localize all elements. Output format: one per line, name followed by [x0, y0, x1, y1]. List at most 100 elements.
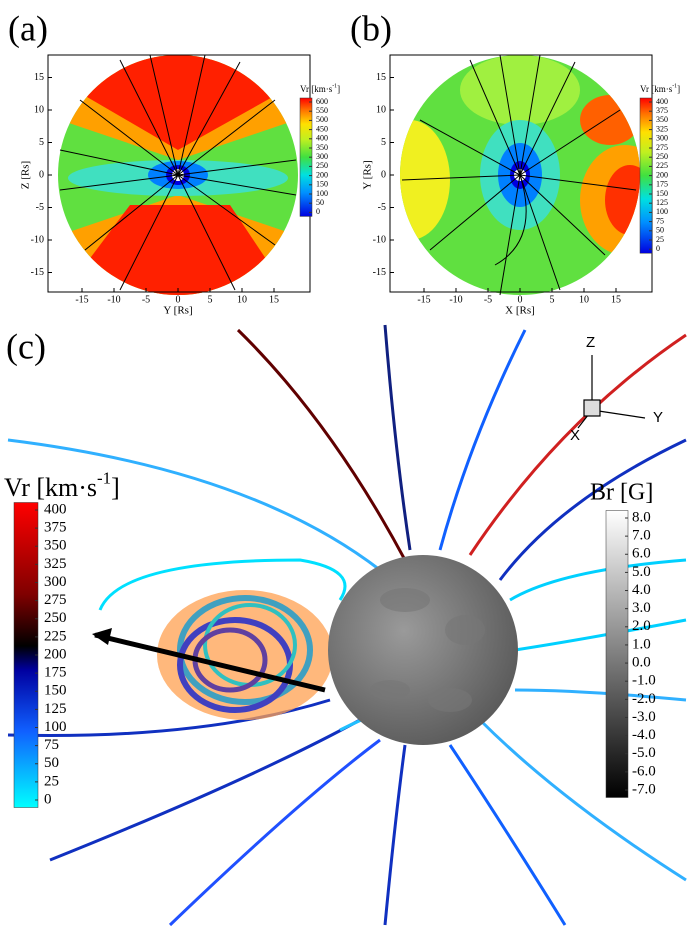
- colorbar-tick-label: -7.0: [632, 781, 656, 797]
- colorbar-tick-label: 350: [656, 115, 668, 124]
- colorbar-tick-label: 450: [316, 124, 328, 133]
- x-tick-label: -15: [417, 294, 430, 305]
- x-tick-label: 10: [237, 294, 247, 305]
- colorbar-tick-label: 100: [44, 719, 67, 735]
- panel-label: (b): [350, 8, 392, 48]
- colorbar-tick-label: 200: [44, 646, 67, 662]
- x-tick-label: 15: [611, 294, 621, 305]
- colorbar-tick-label: 3.0: [632, 600, 651, 616]
- colorbar-title-part: -1: [332, 84, 337, 90]
- colorbar-tick-label: 150: [44, 683, 67, 699]
- colorbar-tick-label: 50: [44, 755, 59, 771]
- colorbar-tick-label: 125: [656, 198, 668, 207]
- y-axis-label: Y [Rs]: [362, 160, 374, 189]
- colorbar-tick-label: 0.0: [632, 655, 651, 671]
- sun-sphere: [328, 555, 518, 745]
- colorbar-tick-label: 600: [316, 97, 328, 106]
- colorbar-tick-label: 25: [656, 235, 664, 244]
- y-tick-label: -10: [31, 234, 44, 245]
- colorbar-title-part: Vr [km·s: [300, 84, 333, 94]
- sun-contours: [370, 588, 485, 712]
- colorbar-tick-label: 6.0: [632, 546, 651, 562]
- colorbar-title-part: ]: [337, 84, 340, 94]
- x-tick-label: 0: [176, 294, 181, 305]
- colorbar-title-part: -1: [672, 84, 677, 90]
- colorbar-tick-label: 250: [316, 161, 328, 170]
- y-tick-label: 5: [381, 137, 386, 148]
- y-tick-label: 0: [381, 169, 386, 180]
- axis-label: Z: [586, 334, 595, 351]
- colorbar-tick-label: 300: [656, 134, 668, 143]
- colorbar-title-part: ]: [111, 473, 120, 502]
- x-tick-label: 15: [269, 294, 279, 305]
- colorbar-tick-label: 0: [656, 244, 660, 253]
- colorbar-tick-label: 250: [44, 610, 67, 626]
- colorbar-tick-label: 75: [44, 737, 59, 753]
- colorbar-title-part: Vr [km·s: [4, 473, 97, 502]
- colorbar-tick-label: 300: [44, 574, 67, 590]
- colorbar-tick-label: 275: [44, 592, 67, 608]
- field-lines-a: [59, 54, 297, 291]
- colorbar-tick-label: 225: [44, 628, 67, 644]
- colorbar-tick-label: 5.0: [632, 564, 651, 580]
- colorbar-tick-label: 25: [44, 773, 59, 789]
- colorbar-tick-label: 150: [316, 180, 328, 189]
- x-tick-label: 0: [518, 294, 523, 305]
- colorbar-tick-label: 300: [316, 152, 328, 161]
- axes-triad: [577, 355, 646, 429]
- colorbar-tick-label: 50: [656, 226, 664, 235]
- x-tick-label: -5: [142, 294, 150, 305]
- arrow-head: [92, 628, 112, 645]
- colorbar-tick-label: 375: [44, 520, 67, 536]
- colorbar-tick-label: 7.0: [632, 528, 651, 544]
- colorbar: [13, 502, 39, 808]
- colorbar-tick-label: 550: [316, 106, 328, 115]
- colorbar-tick-label: -3.0: [632, 709, 656, 725]
- colorbar-tick-label: 50: [316, 198, 324, 207]
- x-tick-label: -5: [484, 294, 492, 305]
- colorbar-title-part: -1: [97, 468, 111, 487]
- colorbar-tick-label: -4.0: [632, 727, 656, 743]
- x-tick-label: 10: [579, 294, 589, 305]
- y-tick-label: -15: [373, 267, 386, 278]
- colorbar-tick-label: 400: [656, 97, 668, 106]
- colorbar-title: Vr [km·s-1]: [640, 84, 680, 94]
- x-tick-label: 5: [550, 294, 555, 305]
- y-tick-label: -10: [373, 234, 386, 245]
- x-tick-label: 5: [208, 294, 213, 305]
- colorbar-tick-label: 150: [656, 189, 668, 198]
- colorbar-tick-label: 350: [316, 143, 328, 152]
- colorbar-title: Vr [km·s-1]: [4, 468, 120, 501]
- colorbar-title-part: Vr [km·s: [640, 84, 673, 94]
- axis-label: Y: [653, 409, 663, 426]
- colorbar-tick-label: 0: [44, 791, 52, 807]
- y-tick-label: -15: [31, 267, 44, 278]
- colorbar-tick-label: -2.0: [632, 691, 656, 707]
- y-tick-label: 15: [34, 72, 44, 83]
- y-tick-label: -5: [36, 202, 44, 213]
- colorbar-title: Br [G]: [590, 480, 653, 506]
- y-tick-label: 5: [39, 137, 44, 148]
- field-lines-b: [401, 54, 637, 296]
- colorbar-tick-label: -1.0: [632, 673, 656, 689]
- panel-label: (a): [8, 8, 48, 48]
- colorbar: [605, 510, 629, 798]
- colorbar-tick-label: 325: [44, 556, 67, 572]
- colorbar-tick-label: 275: [656, 143, 668, 152]
- colorbar-tick-label: 100: [316, 189, 328, 198]
- x-axis-label: X [Rs]: [505, 305, 535, 317]
- colorbar-tick-label: 200: [316, 170, 328, 179]
- colorbar-tick-label: 375: [656, 106, 668, 115]
- field-lines-c: [7, 324, 687, 927]
- axis-label: X: [570, 427, 580, 444]
- x-tick-label: -10: [449, 294, 462, 305]
- y-tick-label: 10: [376, 104, 386, 115]
- colorbar-title-part: ]: [677, 84, 680, 94]
- colorbar-tick-label: 225: [656, 161, 668, 170]
- colorbar-tick-label: 1.0: [632, 636, 651, 652]
- y-axis-label: Z [Rs]: [20, 161, 32, 189]
- y-tick-label: 15: [376, 72, 386, 83]
- y-tick-label: 10: [34, 104, 44, 115]
- y-tick-label: -5: [378, 202, 386, 213]
- x-tick-label: -15: [75, 294, 88, 305]
